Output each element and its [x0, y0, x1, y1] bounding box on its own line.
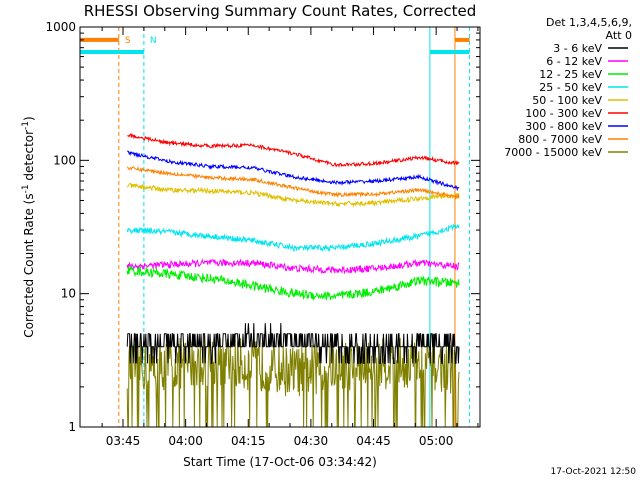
y-tick-label: 1 — [68, 420, 76, 434]
x-axis: 03:45 04:00 04:15 04:30 04:45 05:00 — [101, 27, 479, 448]
x-tick-label: 05:00 — [419, 434, 454, 448]
x-tick-label: 04:15 — [231, 434, 266, 448]
legend-label: 3 - 6 keV — [553, 42, 602, 55]
legend-label: 12 - 25 keV — [539, 68, 602, 81]
legend-label: 100 - 300 keV — [525, 107, 602, 120]
plot-frame — [79, 26, 481, 428]
chart-title: RHESSI Observing Summary Count Rates, Co… — [84, 2, 477, 20]
y-axis-label: Corrected Count Rate (s-1 detector-1) — [21, 116, 36, 337]
series-line — [126, 258, 460, 275]
x-tick-label: 04:45 — [356, 434, 391, 448]
series-line — [126, 323, 460, 364]
x-tick-label: 03:45 — [106, 434, 141, 448]
series-line — [126, 165, 460, 200]
series-line — [126, 265, 460, 301]
x-tick-label: 04:30 — [294, 434, 329, 448]
marker-label: S — [125, 36, 131, 46]
footer-date: 17-Oct-2021 12:50 — [551, 467, 637, 477]
x-tick-label: 04:00 — [168, 434, 203, 448]
marker-label: N — [150, 36, 157, 46]
legend-label: 800 - 7000 keV — [518, 133, 602, 146]
series-line — [126, 336, 460, 428]
series-line — [127, 132, 460, 168]
legend-attenuator-header: Att 0 — [606, 29, 632, 42]
y-tick-label: 1000 — [45, 20, 76, 34]
legend-detector-header: Det 1,3,4,5,6,9, — [546, 16, 632, 29]
y-tick-label: 100 — [53, 153, 76, 167]
series-line — [126, 150, 460, 192]
series-line — [126, 223, 460, 253]
y-tick-label: 10 — [61, 287, 76, 301]
legend-label: 300 - 800 keV — [525, 120, 602, 133]
legend-label: 25 - 50 keV — [539, 81, 602, 94]
legend-label: 6 - 12 keV — [546, 55, 602, 68]
legend-label: 50 - 100 keV — [532, 94, 602, 107]
x-axis-label: Start Time (17-Oct-06 03:34:42) — [183, 455, 377, 469]
series-line — [126, 182, 460, 208]
legend-label: 7000 - 15000 keV — [504, 146, 602, 159]
y-axis: 1 10 100 1000 — [45, 20, 480, 434]
